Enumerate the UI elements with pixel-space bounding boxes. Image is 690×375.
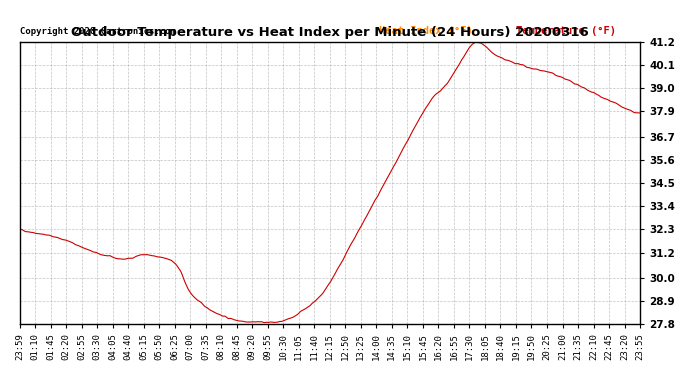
- Text: Heat Index (°F): Heat Index (°F): [380, 26, 473, 36]
- Title: Outdoor Temperature vs Heat Index per Minute (24 Hours) 20200316: Outdoor Temperature vs Heat Index per Mi…: [71, 27, 589, 39]
- Text: Temperature (°F): Temperature (°F): [516, 26, 616, 36]
- Text: Copyright 2020 Cartronics.com: Copyright 2020 Cartronics.com: [19, 27, 175, 36]
